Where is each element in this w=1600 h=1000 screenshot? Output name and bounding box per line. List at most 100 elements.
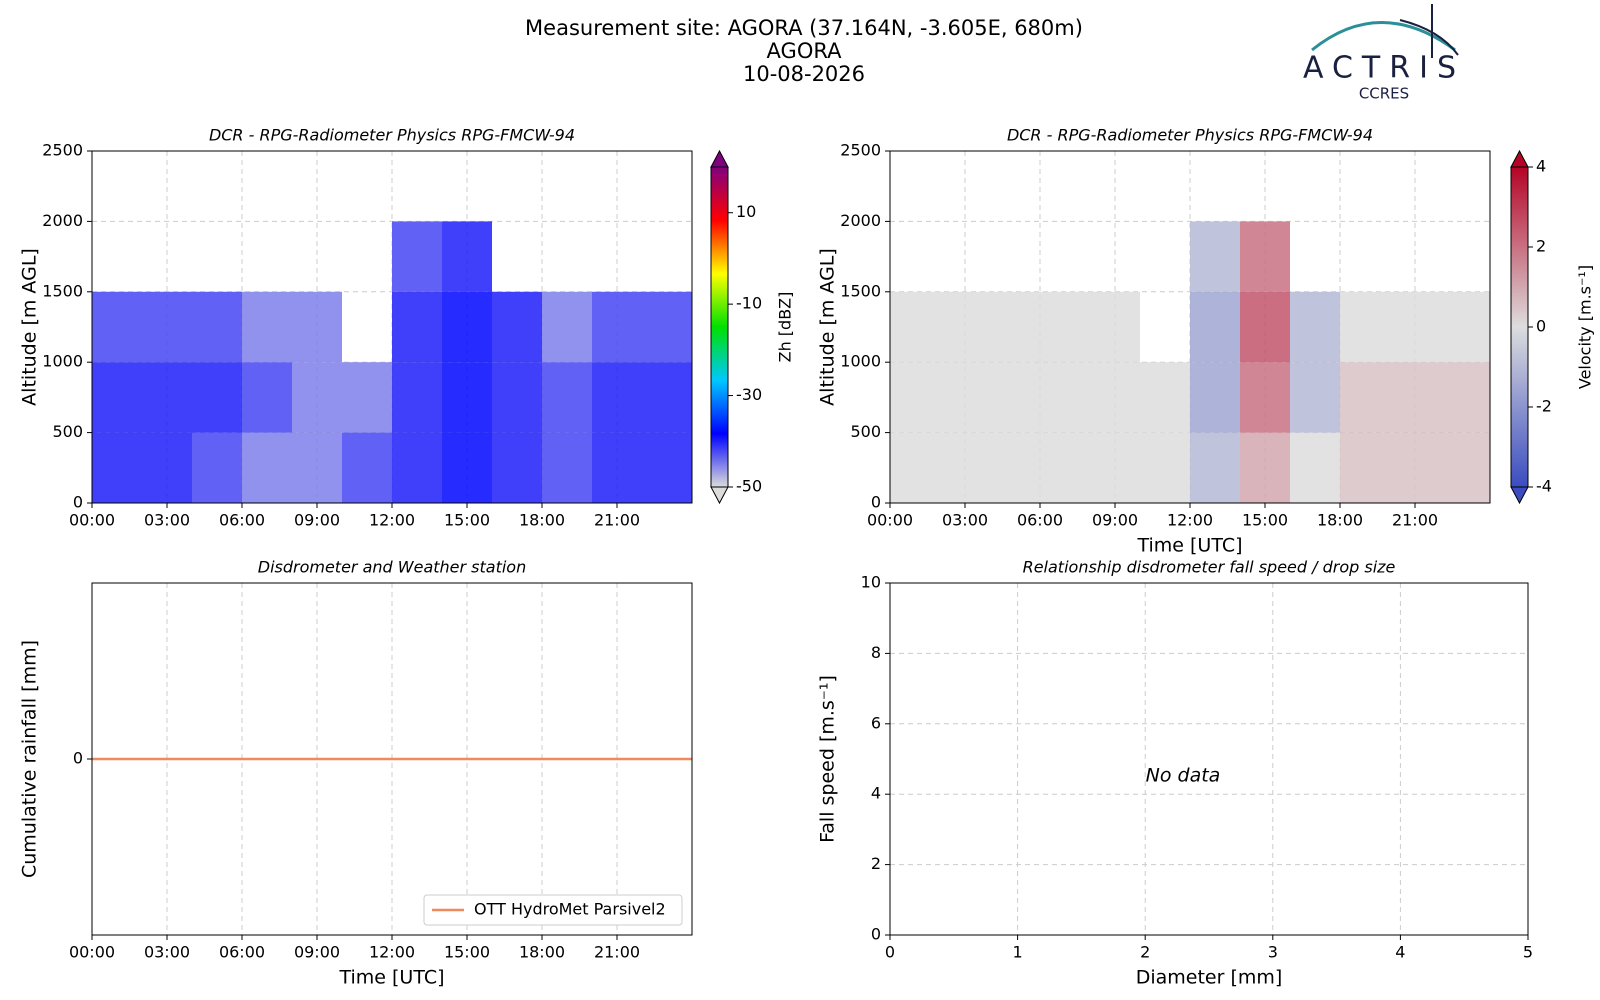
- colorbar-extend: [710, 486, 729, 505]
- x-tick-label: 4: [1395, 943, 1405, 962]
- heatmap-cell: [192, 432, 242, 503]
- colorbar-tick-label: -2: [1536, 397, 1552, 416]
- y-axis-label: Altitude [m AGL]: [817, 248, 839, 406]
- marks: [890, 221, 1490, 503]
- heatmap-cell: [890, 362, 940, 433]
- logo: ACTRIS: [1303, 51, 1465, 86]
- heatmap-cell: [592, 291, 642, 363]
- y-tick-label: 2500: [42, 141, 83, 160]
- heatmap-cell: [890, 291, 940, 363]
- x-tick-label: 06:00: [219, 511, 265, 530]
- heatmap-cell: [442, 291, 492, 363]
- legend-box: [423, 894, 683, 926]
- colorbar-tick-label: -50: [736, 477, 762, 496]
- heatmap-cell: [940, 291, 990, 363]
- heatmap-cell: [1240, 362, 1290, 433]
- heatmap-cell: [1240, 432, 1290, 503]
- heatmap-cell: [642, 362, 692, 433]
- heatmap-cell: [342, 432, 392, 503]
- heatmap-cell: [1440, 362, 1490, 433]
- heatmap-cell: [242, 432, 292, 503]
- y-tick-label: 1000: [840, 352, 881, 371]
- heatmap-cell: [1040, 432, 1090, 503]
- x-tick-label: 18:00: [519, 511, 565, 530]
- heatmap-cell: [1340, 432, 1390, 503]
- x-tick-label: 09:00: [294, 943, 340, 962]
- colorbar-tick-label: -10: [736, 294, 762, 313]
- marks: [92, 221, 692, 503]
- x-tick-label: 21:00: [594, 511, 640, 530]
- heatmap-cell: [142, 362, 192, 433]
- colorbar-extend: [710, 149, 729, 168]
- heatmap-cell: [292, 362, 342, 433]
- annotation: No data: [1146, 765, 1221, 787]
- heatmap-cell: [392, 291, 442, 363]
- x-tick-label: 0: [885, 943, 895, 962]
- y-tick-label: 2: [871, 854, 881, 873]
- axes-frame: [889, 582, 1529, 936]
- y-tick-label: 0: [871, 925, 881, 944]
- heatmap-cell: [142, 432, 192, 503]
- heatmap-cell: [940, 362, 990, 433]
- x-tick-label: 00:00: [867, 511, 913, 530]
- title: Measurement site: AGORA (37.164N, -3.605…: [525, 16, 1083, 40]
- heatmap-cell: [442, 432, 492, 503]
- subplot-title: Disdrometer and Weather station: [258, 558, 526, 577]
- heatmap-cell: [1290, 362, 1340, 433]
- heatmap-cell: [542, 291, 592, 363]
- heatmap-cell: [592, 362, 642, 433]
- heatmap-cell: [142, 291, 192, 363]
- heatmap-cell: [492, 362, 542, 433]
- x-tick-label: 21:00: [1392, 511, 1438, 530]
- y-axis-label: Altitude [m AGL]: [19, 248, 41, 406]
- y-tick-label: 6: [871, 713, 881, 732]
- y-tick-label: 0: [73, 749, 83, 768]
- heatmap-cell: [442, 362, 492, 433]
- x-tick-label: 00:00: [69, 511, 115, 530]
- heatmap-cell: [1090, 432, 1140, 503]
- heatmap-cell: [542, 432, 592, 503]
- y-tick-label: 10: [861, 573, 881, 592]
- x-axis-label: Diameter [mm]: [1136, 967, 1283, 989]
- logo-sub: CCRES: [1359, 85, 1409, 103]
- axes-frame: [889, 150, 1491, 504]
- y-tick-label: 8: [871, 643, 881, 662]
- x-tick-label: 03:00: [144, 511, 190, 530]
- heatmap-cell: [92, 362, 142, 433]
- y-axis-label: Cumulative rainfall [mm]: [19, 640, 41, 878]
- heatmap-cell: [1290, 432, 1340, 503]
- heatmap-cell: [990, 362, 1040, 433]
- heatmap-cell: [242, 291, 292, 363]
- heatmap-cell: [1290, 291, 1340, 363]
- colorbar-tick-label: 2: [1536, 237, 1546, 256]
- heatmap-cell: [1240, 221, 1290, 292]
- x-tick-label: 15:00: [444, 943, 490, 962]
- heatmap-cell: [1090, 291, 1140, 363]
- y-tick-label: 500: [52, 422, 83, 441]
- y-tick-label: 2000: [840, 211, 881, 230]
- x-tick-label: 12:00: [369, 511, 415, 530]
- y-tick-label: 0: [73, 493, 83, 512]
- heatmap-cell: [1440, 432, 1490, 503]
- heatmap-cell: [342, 362, 392, 433]
- heatmap-cell: [642, 432, 692, 503]
- y-tick-label: 2500: [840, 141, 881, 160]
- y-tick-label: 500: [850, 422, 881, 441]
- heatmap-cell: [990, 291, 1040, 363]
- colorbar: [711, 167, 728, 487]
- colorbar-tick-label: 0: [1536, 317, 1546, 336]
- x-tick-label: 09:00: [294, 511, 340, 530]
- heatmap-cell: [1140, 362, 1190, 433]
- x-tick-label: 21:00: [594, 943, 640, 962]
- x-tick-label: 15:00: [444, 511, 490, 530]
- x-tick-label: 18:00: [1317, 511, 1363, 530]
- heatmap-cell: [1340, 362, 1390, 433]
- heatmap-cell: [1390, 362, 1440, 433]
- heatmap-cell: [1440, 291, 1490, 363]
- heatmap-cell: [1190, 291, 1240, 363]
- heatmap-cell: [1090, 362, 1140, 433]
- heatmap-cell: [192, 291, 242, 363]
- heatmap-cell: [242, 362, 292, 433]
- legend-label: OTT HydroMet Parsivel2: [474, 900, 666, 919]
- x-tick-label: 03:00: [144, 943, 190, 962]
